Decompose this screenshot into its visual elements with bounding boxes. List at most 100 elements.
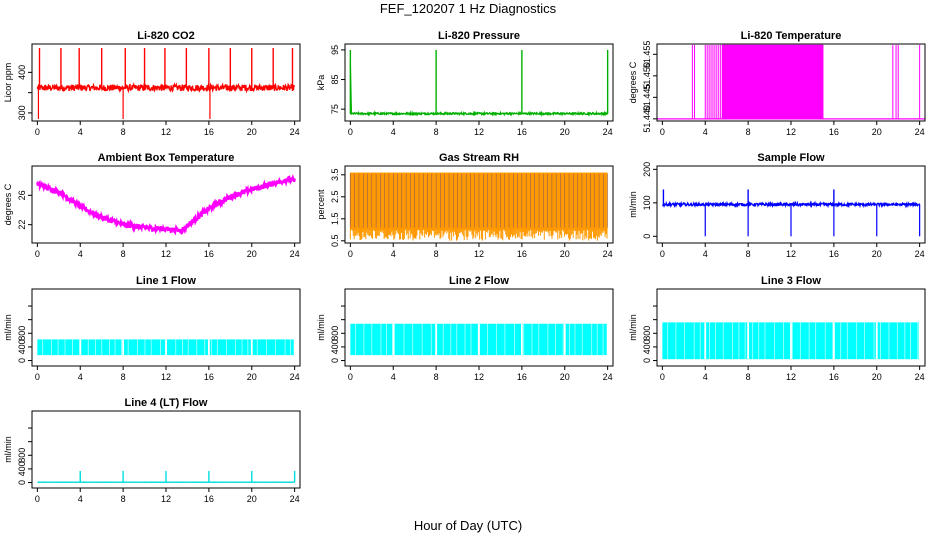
panel-series (662, 322, 921, 360)
panel-frame (31, 43, 301, 122)
panel-title: Line 3 Flow (761, 275, 821, 287)
panel-series (657, 44, 925, 120)
x-tick-label: 0 (660, 372, 665, 382)
y-tick-label: 800 (17, 448, 27, 463)
y-tick-label: 0.5 (330, 235, 340, 248)
x-tick-label: 24 (915, 372, 925, 382)
panel-y-axis-label: ml/min (3, 436, 13, 463)
x-tick-label: 8 (746, 127, 751, 137)
panel-5: Gas Stream RH percent 0 4 8 12 16 20 24 0.5 1.5 2.5… (316, 152, 614, 259)
panel-title: Li-820 Pressure (438, 30, 520, 42)
x-tick-label: 16 (829, 127, 839, 137)
y-tick-label: 22 (17, 220, 27, 230)
x-tick-label: 20 (247, 127, 257, 137)
x-tick-label: 20 (872, 249, 882, 259)
x-tick-label: 20 (247, 249, 257, 259)
panel-y-axis-label: Licor ppm (3, 63, 13, 103)
y-tick-label: 1.5 (330, 213, 340, 226)
y-tick-label: 0 (17, 480, 27, 485)
x-tick-label: 20 (560, 372, 570, 382)
y-tick-label: 2.5 (330, 191, 340, 204)
x-tick-label: 8 (121, 249, 126, 259)
x-tick-label: 24 (603, 127, 613, 137)
x-tick-label: 16 (204, 127, 214, 137)
y-tick-label: 800 (330, 326, 340, 341)
x-tick-label: 20 (247, 494, 257, 504)
x-tick-label: 24 (290, 127, 300, 137)
x-tick-label: 24 (603, 249, 613, 259)
y-tick-label: 300 (17, 105, 27, 120)
x-tick-label: 4 (703, 372, 708, 382)
panel-title: Sample Flow (757, 152, 825, 164)
y-tick-label: 400 (17, 339, 27, 354)
panel-series (350, 323, 609, 356)
x-tick-label: 16 (517, 249, 527, 259)
panel-title: Ambient Box Temperature (98, 152, 235, 164)
x-tick-label: 8 (434, 249, 439, 259)
x-tick-label: 12 (161, 249, 171, 259)
y-tick-label: 0 (642, 234, 652, 239)
x-tick-label: 12 (161, 127, 171, 137)
x-tick-label: 12 (786, 372, 796, 382)
x-tick-label: 4 (78, 127, 83, 137)
panel-1: Li-820 CO2 Licor ppm 0 4 8 12 16 20 24 300 400 (3, 30, 301, 137)
x-tick-label: 24 (290, 372, 300, 382)
panel-series (662, 189, 921, 237)
x-tick-label: 24 (290, 494, 300, 504)
x-tick-label: 8 (746, 249, 751, 259)
x-tick-label: 8 (121, 372, 126, 382)
x-tick-label: 12 (161, 372, 171, 382)
x-tick-label: 16 (829, 372, 839, 382)
x-tick-label: 0 (348, 249, 353, 259)
x-tick-label: 16 (204, 249, 214, 259)
y-tick-label: 3.5 (330, 169, 340, 182)
x-tick-label: 16 (204, 494, 214, 504)
x-tick-label: 12 (786, 249, 796, 259)
figure-title: FEF_120207 1 Hz Diagnostics (379, 1, 557, 16)
y-tick-label: 800 (642, 326, 652, 341)
panel-3: Li-820 Temperature degrees C 0 4 8 12 16 20 24 51… (628, 30, 926, 137)
x-tick-label: 20 (872, 127, 882, 137)
y-tick-label: 200 (642, 162, 652, 177)
panel-frame (344, 43, 614, 122)
x-tick-label: 0 (35, 494, 40, 504)
panel-title: Li-820 Temperature (741, 30, 842, 42)
y-tick-label: 0 (17, 358, 27, 363)
y-tick-label: 75 (330, 104, 340, 114)
x-tick-label: 4 (703, 127, 708, 137)
panel-series (36, 174, 296, 236)
x-tick-label: 24 (915, 127, 925, 137)
panel-6: Sample Flow ml/min 0 4 8 12 16 20 24 0 100 200 (628, 152, 926, 259)
x-tick-label: 12 (786, 127, 796, 137)
y-tick-label: 51.455 (642, 41, 652, 69)
panel-y-axis-label: ml/min (628, 314, 638, 341)
panel-y-axis-label: degrees C (628, 61, 638, 103)
y-tick-label: 85 (330, 75, 340, 85)
x-tick-label: 16 (204, 372, 214, 382)
x-tick-label: 4 (391, 127, 396, 137)
x-tick-label: 20 (247, 372, 257, 382)
y-tick-label: 800 (17, 326, 27, 341)
y-tick-label: 51.445 (642, 84, 652, 112)
y-tick-label: 400 (17, 65, 27, 80)
x-tick-label: 12 (161, 494, 171, 504)
panel-y-axis-label: degrees C (3, 183, 13, 225)
x-tick-label: 0 (348, 372, 353, 382)
x-tick-label: 16 (829, 249, 839, 259)
y-tick-label: 100 (642, 195, 652, 210)
x-tick-label: 0 (660, 249, 665, 259)
y-tick-label: 95 (330, 45, 340, 55)
x-tick-label: 0 (660, 127, 665, 137)
panel-y-axis-label: ml/min (3, 314, 13, 341)
x-tick-label: 24 (603, 372, 613, 382)
x-tick-label: 4 (391, 372, 396, 382)
y-tick-label: 0 (330, 358, 340, 363)
panel-series (349, 49, 609, 117)
x-tick-label: 8 (434, 127, 439, 137)
y-tick-label: 400 (330, 339, 340, 354)
y-tick-label: 0 (642, 358, 652, 363)
panel-y-axis-label: percent (316, 189, 326, 220)
panel-title: Line 1 Flow (136, 275, 196, 287)
